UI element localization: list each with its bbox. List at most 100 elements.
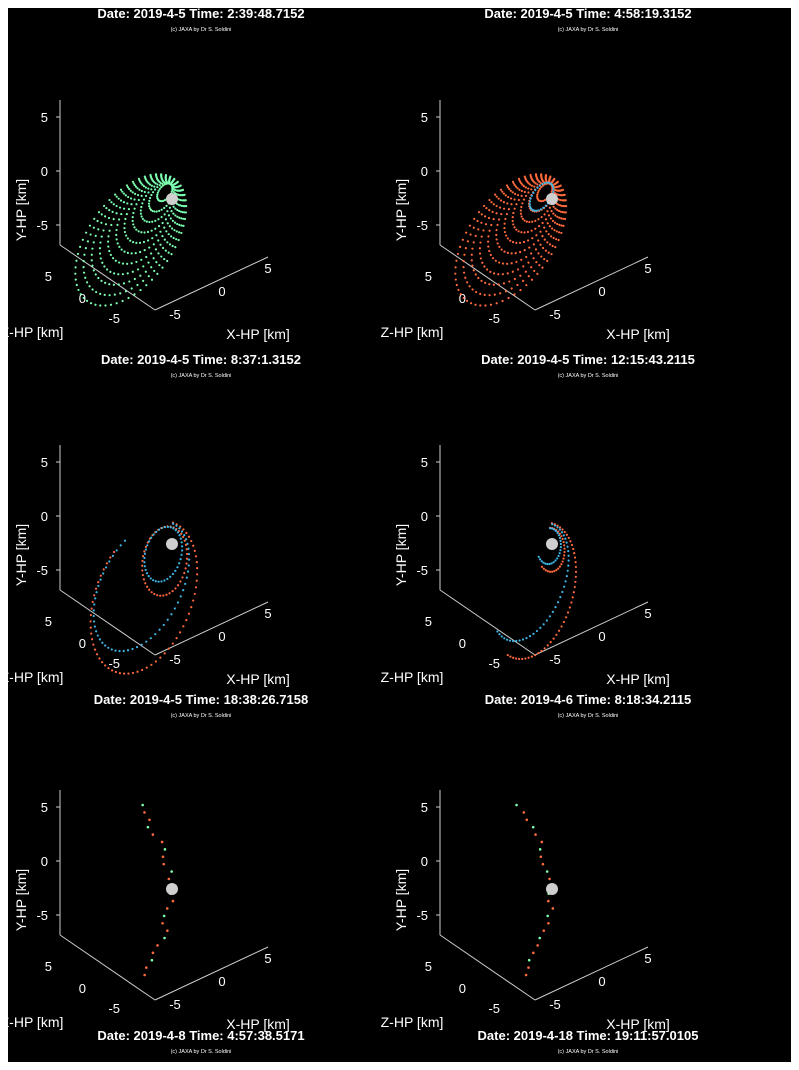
y-tick-label: 0 — [421, 164, 428, 179]
x-tick-label: -5 — [549, 997, 561, 1012]
asteroid-marker — [166, 193, 178, 205]
x-tick-label: 0 — [218, 629, 225, 644]
z-tick-label: 5 — [45, 614, 52, 629]
trajectory-points — [89, 521, 199, 675]
asteroid-marker — [546, 538, 558, 550]
x-tick-label: 5 — [644, 261, 651, 276]
y-tick-label: 0 — [421, 854, 428, 869]
jaxa-credit: (c) JAXA by Dr S. Soldini — [557, 373, 619, 379]
z-tick-label: -5 — [488, 311, 500, 326]
x-tick-label: 0 — [598, 284, 605, 299]
axes: 5 0 -5 5 0 -5 -5 0 5 Y-HP [km] Z-HP [km] X-HP [km] — [381, 790, 670, 1032]
z-tick-label: 0 — [459, 981, 466, 996]
jaxa-credit: (c) JAXA by Dr S. Soldini — [170, 27, 232, 33]
z-tick-label: 5 — [425, 269, 432, 284]
trajectory-points — [496, 522, 578, 661]
trajectory-plot: 5 0 -5 5 0 -5 -5 0 5 Y-HP [km] Z-HP [km] X-HP [km] — [380, 35, 772, 375]
y-tick-label: -5 — [36, 908, 48, 923]
trajectory-plot: 5 0 -5 5 0 -5 -5 0 5 Y-HP [km] Z-HP [km] X-HP [km] — [0, 380, 392, 720]
axes: 5 0 -5 5 0 -5 -5 0 5 Y-HP [km] Z-HP [km] X-HP [km] — [381, 445, 670, 687]
axes: 5 0 -5 5 0 -5 -5 0 5 Y-HP [km] Z-HP [km] X-HP [km] — [1, 790, 290, 1032]
y-tick-label: 5 — [41, 110, 48, 125]
y-tick-label: -5 — [36, 563, 48, 578]
z-axis-label: Z-HP [km] — [381, 1014, 444, 1030]
jaxa-credit: (c) JAXA by Dr S. Soldini — [170, 713, 232, 719]
x-tick-label: 0 — [218, 284, 225, 299]
jaxa-credit: (c) JAXA by Dr S. Soldini — [170, 1049, 232, 1055]
asteroid-marker — [166, 538, 178, 550]
x-tick-label: 5 — [644, 606, 651, 621]
x-tick-label: 5 — [644, 951, 651, 966]
trajectory-plot: 5 0 -5 5 0 -5 -5 0 5 Y-HP [km] Z-HP [km] X-HP [km] — [380, 725, 772, 1065]
axes: 5 0 -5 5 0 -5 -5 0 5 Y-HP [km] Z-HP [km] X-HP [km] — [1, 445, 290, 687]
panel-date-title: Date: 2019-4-5 Time: 18:38:26.7158 — [93, 692, 309, 707]
x-tick-label: -5 — [169, 652, 181, 667]
z-axis-label: Z-HP [km] — [381, 669, 444, 685]
y-tick-label: 5 — [41, 800, 48, 815]
x-tick-label: 5 — [264, 606, 271, 621]
x-tick-label: 0 — [598, 974, 605, 989]
asteroid-marker — [546, 193, 558, 205]
y-tick-label: -5 — [416, 563, 428, 578]
panel-date-title: Date: 2019-4-5 Time: 8:37:1.3152 — [101, 352, 301, 367]
panel-date-title: Date: 2019-4-5 Time: 2:39:48.7152 — [97, 6, 305, 21]
z-axis-label: Z-HP [km] — [1, 1014, 64, 1030]
z-tick-label: -5 — [108, 1001, 120, 1016]
trajectory-plot: 5 0 -5 5 0 -5 -5 0 5 Y-HP [km] Z-HP [km] X-HP [km] — [0, 725, 392, 1065]
panel-date-title: Date: 2019-4-5 Time: 4:58:19.3152 — [484, 6, 692, 21]
z-tick-label: 5 — [425, 614, 432, 629]
y-axis-label: Y-HP [km] — [13, 179, 29, 241]
y-tick-label: 5 — [421, 455, 428, 470]
z-tick-label: -5 — [108, 656, 120, 671]
jaxa-credit: (c) JAXA by Dr S. Soldini — [557, 1049, 619, 1055]
y-tick-label: -5 — [416, 908, 428, 923]
z-axis-label: Z-HP [km] — [381, 324, 444, 340]
x-tick-label: 0 — [218, 974, 225, 989]
y-axis-label: Y-HP [km] — [393, 524, 409, 586]
x-axis-label: X-HP [km] — [606, 671, 670, 687]
jaxa-credit: (c) JAXA by Dr S. Soldini — [557, 27, 619, 33]
y-tick-label: 0 — [41, 854, 48, 869]
z-tick-label: 5 — [425, 959, 432, 974]
y-axis-label: Y-HP [km] — [13, 524, 29, 586]
x-tick-label: -5 — [169, 307, 181, 322]
x-axis-label: X-HP [km] — [606, 1016, 670, 1032]
y-axis-label: Y-HP [km] — [393, 179, 409, 241]
x-axis-label: X-HP [km] — [226, 326, 290, 342]
y-tick-label: 0 — [41, 164, 48, 179]
y-tick-label: 0 — [421, 509, 428, 524]
z-tick-label: 0 — [79, 636, 86, 651]
panel-date-title: Date: 2019-4-8 Time: 4:57:38.5171 — [97, 1028, 305, 1043]
axes: 5 0 -5 5 0 -5 -5 0 5 Y-HP [km] Z-HP [km] X-HP [km] — [381, 100, 670, 342]
y-axis-label: Y-HP [km] — [393, 869, 409, 931]
x-tick-label: 5 — [264, 261, 271, 276]
z-tick-label: -5 — [108, 311, 120, 326]
axes: 5 0 -5 5 0 -5 -5 0 5 Y-HP [km] Z-HP [km] X-HP [km] — [1, 100, 290, 342]
x-axis-label: X-HP [km] — [226, 671, 290, 687]
trajectory-plot: 5 0 -5 5 0 -5 -5 0 5 Y-HP [km] Z-HP [km] X-HP [km] — [0, 35, 392, 375]
jaxa-credit: (c) JAXA by Dr S. Soldini — [170, 373, 232, 379]
y-tick-label: -5 — [416, 218, 428, 233]
y-tick-label: 5 — [421, 110, 428, 125]
z-tick-label: 0 — [459, 636, 466, 651]
panel-date-title: Date: 2019-4-6 Time: 8:18:34.2115 — [484, 692, 692, 707]
y-tick-label: 0 — [41, 509, 48, 524]
y-tick-label: 5 — [41, 455, 48, 470]
y-tick-label: -5 — [36, 218, 48, 233]
black-frame — [8, 8, 791, 1062]
x-tick-label: 5 — [264, 951, 271, 966]
trajectory-plot: 5 0 -5 5 0 -5 -5 0 5 Y-HP [km] Z-HP [km] X-HP [km] — [380, 380, 772, 720]
x-tick-label: 0 — [598, 629, 605, 644]
z-tick-label: 0 — [459, 291, 466, 306]
y-axis-label: Y-HP [km] — [13, 869, 29, 931]
z-tick-label: 5 — [45, 269, 52, 284]
z-tick-label: 0 — [79, 981, 86, 996]
x-axis-label: X-HP [km] — [606, 326, 670, 342]
asteroid-marker — [166, 883, 178, 895]
trajectory-points — [74, 173, 188, 307]
panel-date-title: Date: 2019-4-18 Time: 19:11:57.0105 — [477, 1028, 699, 1043]
z-tick-label: 0 — [79, 291, 86, 306]
panel-date-title: Date: 2019-4-5 Time: 12:15:43.2115 — [481, 352, 695, 367]
jaxa-credit: (c) JAXA by Dr S. Soldini — [557, 713, 619, 719]
